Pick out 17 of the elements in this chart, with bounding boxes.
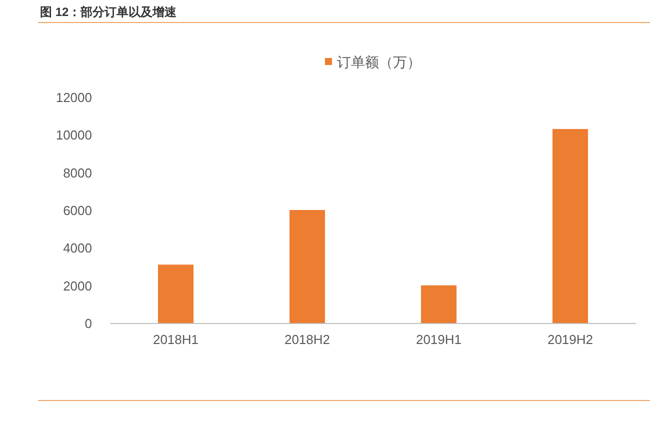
- y-tick-label: 8000: [63, 165, 92, 180]
- y-tick-label: 0: [84, 316, 92, 331]
- bar: [420, 285, 456, 323]
- legend-label: 订单额（万）: [337, 54, 421, 70]
- x-tick-label: 2019H2: [547, 332, 594, 347]
- x-tick-label: 2018H1: [152, 332, 199, 347]
- y-tick-label: 12000: [56, 90, 92, 105]
- x-tick-label: 2018H2: [284, 332, 330, 347]
- y-tick-label: 6000: [63, 203, 92, 218]
- bar: [158, 264, 194, 323]
- bar: [289, 210, 325, 323]
- y-tick-label: 4000: [63, 240, 92, 256]
- x-tick-label: 2019H1: [416, 332, 462, 347]
- bar: [552, 129, 588, 323]
- y-tick-label: 10000: [56, 128, 92, 143]
- chart-title: 图 12：部分订单以及增速: [40, 5, 178, 19]
- y-tick-label: 2000: [63, 278, 92, 294]
